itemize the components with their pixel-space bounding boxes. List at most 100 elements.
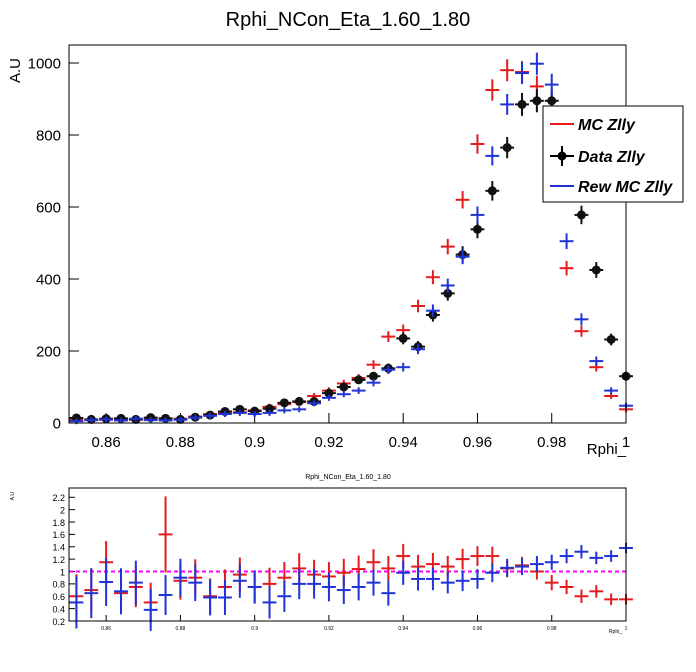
ratio-point-rew-mc-zlly bbox=[589, 551, 604, 565]
main-point-rew-mc-zlly bbox=[203, 412, 218, 419]
main-point-rew-mc-zlly bbox=[544, 73, 559, 96]
ratio-point-rew-mc-zlly bbox=[277, 580, 292, 612]
ratio-point-mc-zlly bbox=[158, 496, 173, 573]
ratio-panel: Rphi_NCon_Eta_1.60_1.80 A.U 0.2 0.4 0.6 0.8… bbox=[10, 474, 633, 635]
main-point-mc-zlly bbox=[425, 270, 440, 285]
ratio-series-rew-mc-zlly bbox=[69, 542, 633, 631]
ratio-y-tick-label: 1.2 bbox=[52, 555, 65, 565]
ratio-x-tick-label: 0.9 bbox=[251, 626, 258, 632]
main-point-rew-mc-zlly bbox=[411, 344, 425, 355]
ratio-point-mc-zlly bbox=[589, 585, 604, 598]
ratio-y-axis-label: A.U bbox=[10, 492, 16, 501]
ratio-plot-frame bbox=[68, 487, 627, 622]
main-point-mc-zlly bbox=[411, 299, 425, 313]
main-point-data-zlly bbox=[470, 220, 485, 239]
main-point-data-zlly bbox=[589, 262, 604, 278]
ratio-point-rew-mc-zlly bbox=[188, 564, 203, 602]
main-y-tick-label: 0 bbox=[53, 415, 61, 432]
main-plot-frame bbox=[68, 44, 627, 424]
ratio-point-mc-zlly bbox=[470, 546, 485, 566]
main-point-rew-mc-zlly bbox=[589, 356, 604, 366]
ratio-point-rew-mc-zlly bbox=[158, 575, 173, 616]
main-point-data-zlly bbox=[604, 333, 619, 346]
ratio-point-rew-mc-zlly bbox=[559, 548, 574, 564]
main-point-rew-mc-zlly bbox=[529, 52, 544, 75]
ratio-series-mc-zlly bbox=[69, 496, 633, 623]
ratio-point-rew-mc-zlly bbox=[128, 560, 143, 605]
main-point-rew-mc-zlly bbox=[173, 416, 188, 423]
main-point-data-zlly bbox=[292, 396, 307, 406]
main-point-mc-zlly bbox=[500, 59, 515, 82]
main-point-mc-zlly bbox=[455, 191, 470, 209]
main-point-mc-zlly bbox=[470, 134, 485, 154]
ratio-point-rew-mc-zlly bbox=[500, 558, 515, 577]
main-point-rew-mc-zlly bbox=[500, 93, 515, 115]
legend-rew-mc-zlly-label: Rew MC Zlly bbox=[578, 179, 673, 196]
ratio-y-tick-label: 1.8 bbox=[52, 518, 65, 528]
ratio-point-rew-mc-zlly bbox=[247, 570, 262, 604]
main-point-mc-zlly bbox=[366, 360, 381, 370]
ratio-y-tick-label: 0.6 bbox=[52, 592, 65, 602]
main-y-tick-label: 1000 bbox=[28, 55, 61, 72]
main-point-rew-mc-zlly bbox=[336, 391, 351, 398]
ratio-y-tick-label: 1.4 bbox=[52, 543, 65, 553]
ratio-y-ticks: 0.2 0.4 0.6 0.8 1 1.2 1.4 1.6 1.8 2 2.2 bbox=[52, 493, 75, 627]
main-point-rew-mc-zlly bbox=[292, 406, 307, 413]
ratio-chart-title: Rphi_NCon_Eta_1.60_1.80 bbox=[305, 474, 391, 481]
main-point-rew-mc-zlly bbox=[604, 387, 619, 394]
ratio-x-axis-label: Rphi_ bbox=[609, 629, 622, 635]
ratio-y-tick-label: 1.6 bbox=[52, 530, 65, 540]
main-point-mc-zlly bbox=[574, 325, 589, 337]
ratio-point-rew-mc-zlly bbox=[455, 570, 470, 592]
main-point-rew-mc-zlly bbox=[425, 304, 440, 317]
main-point-data-zlly bbox=[529, 89, 544, 113]
ratio-point-rew-mc-zlly bbox=[232, 563, 247, 598]
ratio-point-rew-mc-zlly bbox=[381, 580, 396, 606]
main-point-rew-mc-zlly bbox=[440, 278, 455, 293]
main-point-data-zlly bbox=[277, 398, 292, 408]
ratio-point-mc-zlly bbox=[485, 546, 500, 566]
ratio-y-tick-label: 0.2 bbox=[52, 617, 65, 627]
ratio-x-tick-label: 1 bbox=[625, 626, 628, 632]
main-x-tick-label: 0.94 bbox=[389, 434, 418, 451]
main-point-rew-mc-zlly bbox=[158, 417, 173, 424]
main-point-rew-mc-zlly bbox=[114, 417, 128, 424]
ratio-point-mc-zlly bbox=[381, 555, 396, 581]
legend: MC Zlly Data Zlly Rew MC Zlly bbox=[542, 105, 684, 203]
ratio-point-rew-mc-zlly bbox=[396, 560, 411, 585]
main-point-rew-mc-zlly bbox=[277, 407, 292, 414]
ratio-point-mc-zlly bbox=[604, 593, 619, 606]
ratio-point-rew-mc-zlly bbox=[470, 569, 485, 589]
main-point-data-zlly bbox=[232, 404, 247, 414]
ratio-y-tick-label: 0.4 bbox=[52, 604, 65, 614]
ratio-x-tick-label: 0.98 bbox=[547, 626, 557, 632]
main-point-rew-mc-zlly bbox=[262, 409, 277, 416]
main-x-tick-label: 0.98 bbox=[537, 434, 566, 451]
ratio-point-rew-mc-zlly bbox=[411, 567, 425, 591]
ratio-point-rew-mc-zlly bbox=[425, 567, 440, 591]
ratio-point-rew-mc-zlly bbox=[84, 568, 99, 619]
ratio-point-rew-mc-zlly bbox=[544, 554, 559, 570]
main-chart-title: Rphi_NCon_Eta_1.60_1.80 bbox=[226, 9, 471, 31]
main-point-data-zlly bbox=[351, 375, 366, 385]
main-x-tick-label: 0.86 bbox=[92, 434, 121, 451]
main-plot-area bbox=[69, 52, 633, 425]
main-y-tick-label: 800 bbox=[36, 127, 61, 144]
ratio-point-rew-mc-zlly bbox=[143, 588, 158, 631]
ratio-point-rew-mc-zlly bbox=[307, 569, 322, 599]
ratio-point-rew-mc-zlly bbox=[114, 568, 128, 615]
main-y-tick-label: 200 bbox=[36, 343, 61, 360]
main-point-rew-mc-zlly bbox=[99, 416, 114, 423]
main-point-rew-mc-zlly bbox=[485, 146, 500, 166]
ratio-point-rew-mc-zlly bbox=[574, 545, 589, 559]
ratio-point-rew-mc-zlly bbox=[99, 558, 114, 607]
ratio-point-rew-mc-zlly bbox=[336, 576, 351, 604]
main-point-rew-mc-zlly bbox=[381, 365, 396, 374]
legend-data-zlly-marker bbox=[557, 151, 567, 161]
ratio-x-tick-label: 0.96 bbox=[473, 626, 483, 632]
main-point-mc-zlly bbox=[440, 238, 455, 255]
ratio-point-rew-mc-zlly bbox=[173, 558, 188, 597]
main-y-axis-label: A.U bbox=[7, 58, 24, 83]
main-y-tick-label: 600 bbox=[36, 199, 61, 216]
